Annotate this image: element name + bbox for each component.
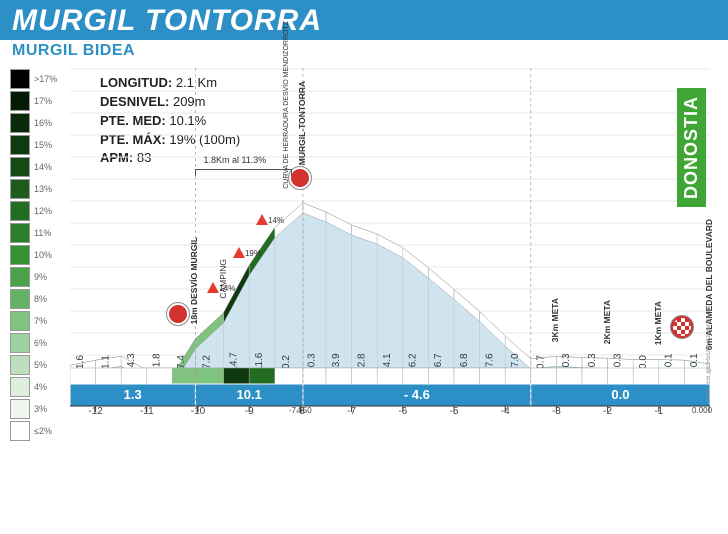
waypoint-icon [167,303,189,325]
x-tick-label: -7.950 [289,406,312,415]
gradient-legend-row: 4% [10,376,62,398]
x-tick-label: -5 [444,406,464,417]
gradient-legend-row: 5% [10,354,62,376]
gradient-legend: >17%17%16%15%14%13%12%11%10%9%8%7%6%5%4%… [10,68,62,442]
steep-warning-label: 19% [245,249,261,258]
gradient-legend-row: ≤2% [10,420,62,442]
x-tick-label: -12 [86,406,106,417]
x-tick-label: 0.000 [692,406,712,415]
section-bracket-label: 1.8Km al 11.3% [203,155,266,165]
svg-text:7.2: 7.2 [202,355,213,369]
gradient-legend-row: 7% [10,310,62,332]
svg-text:1.1: 1.1 [100,355,111,369]
gradient-legend-row: 15% [10,134,62,156]
svg-text:- 4.6: - 4.6 [404,387,430,402]
x-tick-label: -10 [188,406,208,417]
point-label: 18m DESVÍO MURGIL [189,237,199,324]
chart-area: >17%17%16%15%14%13%12%11%10%9%8%7%6%5%4%… [0,68,728,468]
svg-text:7.4: 7.4 [176,355,187,369]
gradient-legend-row: 11% [10,222,62,244]
steep-warning-icon [207,282,219,293]
finish-city-flag: DONOSTIA [677,88,706,207]
gradient-legend-row: 6% [10,332,62,354]
x-tick-label: -3 [546,406,566,417]
gradient-legend-row: >17% [10,68,62,90]
x-tick-label: -11 [137,406,157,417]
section-bracket [195,169,292,176]
profile-svg: 1.61.1-4.3-1.87.47.214.711.60.2-0.3-3.9-… [70,68,710,438]
svg-text:0.0: 0.0 [638,355,649,369]
steep-warning-label: 14% [219,284,235,293]
x-tick-label: -7 [342,406,362,417]
point-label-secondary: CURVA DE HERRADURA DESVÍO MENDIZORROTZ [283,21,291,189]
point-label: 3Km META [550,298,560,342]
point-label: 1Km META [653,301,663,345]
gradient-legend-row: 3% [10,398,62,420]
gradient-legend-row: 13% [10,178,62,200]
gradient-legend-row: 16% [10,112,62,134]
x-tick-label: -2 [598,406,618,417]
x-tick-label: -1 [649,406,669,417]
gradient-legend-row: 17% [10,90,62,112]
svg-text:0.2: 0.2 [281,355,292,369]
waypoint-icon [289,167,311,189]
finish-icon [671,316,693,338]
steep-warning-icon [256,214,268,225]
svg-text:0.7: 0.7 [536,355,547,369]
svg-text:0.0: 0.0 [611,387,629,402]
svg-text:1.3: 1.3 [124,387,142,402]
title-sub: MURGIL BIDEA [0,40,728,62]
steep-warning-label: 14% [268,216,284,225]
gradient-legend-row: 14% [10,156,62,178]
elevation-plot: 1.61.1-4.3-1.87.47.214.711.60.2-0.3-3.9-… [70,68,710,438]
x-axis: -12-11-10-9-8-7-6-5-4-3-2-1-7.9500.000 [70,406,710,424]
x-tick-label: -9 [239,406,259,417]
gradient-legend-row: 8% [10,288,62,310]
gradient-legend-row: 12% [10,200,62,222]
gradient-legend-row: 10% [10,244,62,266]
title-main: MURGIL TONTORRA [0,0,728,40]
steep-warning-icon [233,247,245,258]
point-label: 2Km META [602,300,612,344]
climb-profile-chart: MURGIL TONTORRA MURGIL BIDEA >17%17%16%1… [0,0,728,534]
gradient-legend-row: 9% [10,266,62,288]
title-bar: MURGIL TONTORRA MURGIL BIDEA [0,0,728,62]
svg-text:1.6: 1.6 [75,355,86,369]
svg-text:10.1: 10.1 [237,387,262,402]
x-tick-label: -4 [495,406,515,417]
credit-text: TWITTER @GREGARIOSdelLUJO [706,308,712,402]
x-tick-label: -6 [393,406,413,417]
